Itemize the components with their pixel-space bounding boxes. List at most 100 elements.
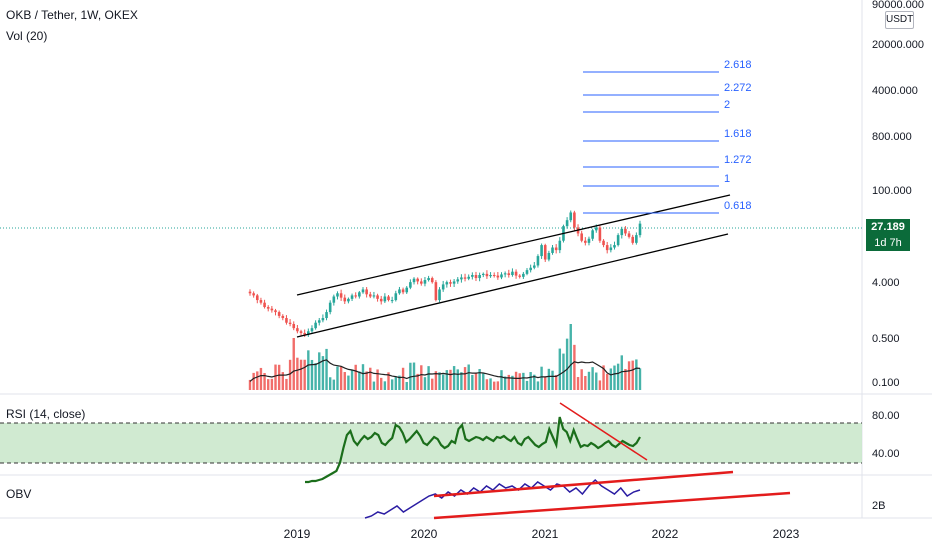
volume-bar	[587, 371, 591, 390]
candle-body	[554, 247, 558, 251]
candle-body	[613, 245, 616, 248]
fib-label: 2.618	[724, 59, 752, 71]
volume-bar	[398, 375, 401, 390]
candle-body	[518, 275, 522, 277]
rsi-label[interactable]: RSI (14, close)	[6, 407, 85, 421]
candle-body	[565, 220, 569, 227]
volume-bar	[354, 364, 357, 390]
volume-bar	[372, 381, 376, 390]
volume-bar	[576, 377, 580, 390]
candle-body	[307, 331, 310, 335]
volume-bar	[573, 344, 576, 390]
candle-body	[409, 282, 412, 288]
candle-body	[288, 322, 292, 324]
candle-body	[281, 315, 285, 319]
volume-bar	[401, 367, 405, 390]
candle-body	[310, 328, 314, 332]
volume-bar	[631, 360, 634, 390]
currency-unit-button[interactable]: USDT	[885, 11, 914, 29]
candle-body	[638, 223, 642, 236]
candle-body	[292, 323, 296, 329]
candle-body	[379, 298, 383, 302]
volume-bar	[252, 372, 255, 390]
volume-bar	[441, 374, 445, 390]
volume-bar	[358, 371, 361, 390]
candle-body	[449, 282, 452, 284]
volume-bar	[321, 356, 325, 390]
candle-body	[427, 278, 430, 281]
volume-bar	[285, 378, 288, 390]
candle-body	[540, 245, 543, 257]
symbol-title[interactable]: OKB / Tether, 1W, OKEX	[6, 8, 138, 22]
candle-body	[620, 228, 624, 236]
price-axis: 90000.000 20000.000 4000.000 800.000 100…	[872, 0, 924, 389]
candle-body	[584, 240, 587, 243]
candle-body	[631, 236, 635, 243]
volume-bar	[511, 375, 514, 390]
volume-bar	[609, 368, 613, 390]
fib-label: 1.618	[724, 128, 752, 140]
candle-body	[573, 212, 576, 228]
volume-bar	[544, 376, 547, 390]
fib-label: 1.272	[724, 154, 752, 166]
volume-bar	[533, 374, 536, 390]
volume-bar	[347, 375, 350, 390]
volume-bar	[463, 367, 467, 390]
candle-body	[624, 228, 627, 234]
obv-line	[364, 478, 641, 519]
candle-body	[627, 233, 631, 237]
volume-bar	[522, 372, 525, 390]
volume-bar	[547, 368, 551, 390]
candle-body	[580, 233, 583, 241]
volume-bar	[277, 364, 281, 390]
price-tick: 0.500	[872, 333, 900, 345]
volume-bar	[493, 381, 496, 390]
candle-body	[551, 247, 554, 253]
x-tick: 2021	[532, 527, 559, 541]
volume-bar	[361, 364, 365, 390]
volume-indicator-label[interactable]: Vol (20)	[6, 29, 48, 43]
volume-bar	[445, 370, 449, 390]
candle-body	[594, 227, 598, 231]
price-tick: 90000.000	[872, 0, 924, 11]
candle-body	[401, 289, 405, 293]
candle-body	[543, 245, 547, 260]
candle-body	[383, 296, 387, 302]
candle-body	[325, 312, 328, 319]
candle-body	[511, 271, 514, 276]
volume-bar	[343, 372, 346, 390]
volume-bar	[485, 379, 489, 390]
volume-bar	[620, 355, 623, 390]
obv-tick: 2B	[872, 500, 885, 512]
volume-bar	[551, 370, 554, 390]
candle-body	[481, 273, 485, 276]
obv-label[interactable]: OBV	[6, 487, 31, 501]
volume-bar	[536, 381, 540, 390]
obv-upper-trendline	[433, 470, 734, 498]
volume-bars	[248, 324, 642, 390]
volume-bar	[303, 359, 306, 390]
volume-bar	[602, 365, 605, 390]
candle-body	[248, 291, 252, 294]
volume-bar	[365, 371, 368, 390]
volume-ma-line	[249, 359, 641, 382]
volume-bar	[307, 350, 310, 390]
volume-bar	[380, 377, 383, 390]
candle-body	[398, 289, 401, 294]
volume-bar	[328, 377, 332, 390]
volume-bar	[416, 373, 419, 390]
candle-body	[467, 276, 470, 279]
candle-body	[605, 245, 609, 251]
candle-body	[532, 265, 536, 268]
candle-body	[609, 247, 613, 251]
candle-body	[394, 293, 398, 301]
candle-body	[598, 227, 602, 241]
candle-body	[591, 230, 594, 239]
candle-body	[317, 320, 321, 323]
volume-bar	[540, 366, 543, 390]
volume-bar	[292, 338, 295, 390]
volume-bar	[296, 357, 299, 390]
volume-bar	[598, 380, 602, 390]
volume-bar	[438, 372, 441, 390]
candle-body	[303, 332, 306, 335]
